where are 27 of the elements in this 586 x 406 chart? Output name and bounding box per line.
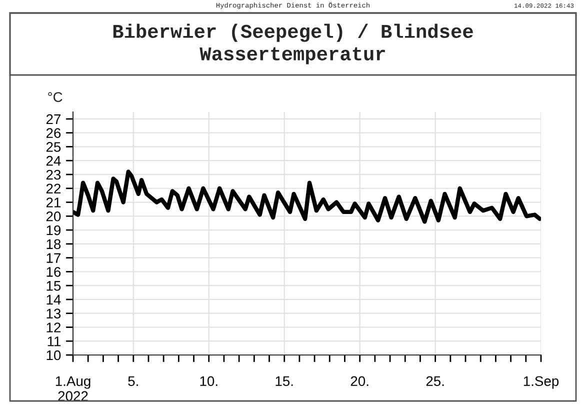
y-tick-label: 14	[46, 294, 61, 304]
chart-title: Biberwier (Seepegel) / Blindsee Wassertemperatur	[113, 24, 473, 64]
y-tick-label: 19	[46, 225, 61, 236]
y-tick-label: 10	[46, 350, 61, 360]
x-tick-label: 10.	[200, 376, 218, 386]
y-tick-label: 11	[48, 336, 61, 346]
y-tick-label: 23	[46, 170, 61, 180]
x-tick-label: 15.	[276, 376, 293, 386]
y-tick-label: 16	[46, 267, 61, 277]
y-tick-label: 12	[46, 322, 60, 332]
x-tick-label: 20.	[350, 376, 368, 386]
y-tick-label: 25	[46, 142, 61, 152]
y-tick-label: 24	[46, 156, 61, 166]
y-tick-label: 15	[46, 281, 61, 291]
x-tick-label: 5.	[128, 376, 138, 386]
x-tick-label: 25.	[426, 376, 444, 386]
y-tick-label: 21	[46, 198, 61, 208]
y-axis-title: °C	[48, 92, 62, 102]
y-tick-label: 22	[46, 184, 60, 194]
line-series	[73, 170, 541, 224]
y-tick-label: 17	[46, 253, 60, 263]
y-tick-label: 13	[46, 308, 61, 319]
y-tick-label: 20	[46, 211, 61, 222]
y-tick-label: 18	[46, 239, 61, 250]
x-tick-label: 1.Sep	[524, 376, 559, 389]
y-tick-label: 26	[46, 128, 61, 138]
y-tick-label: 27	[46, 114, 60, 124]
